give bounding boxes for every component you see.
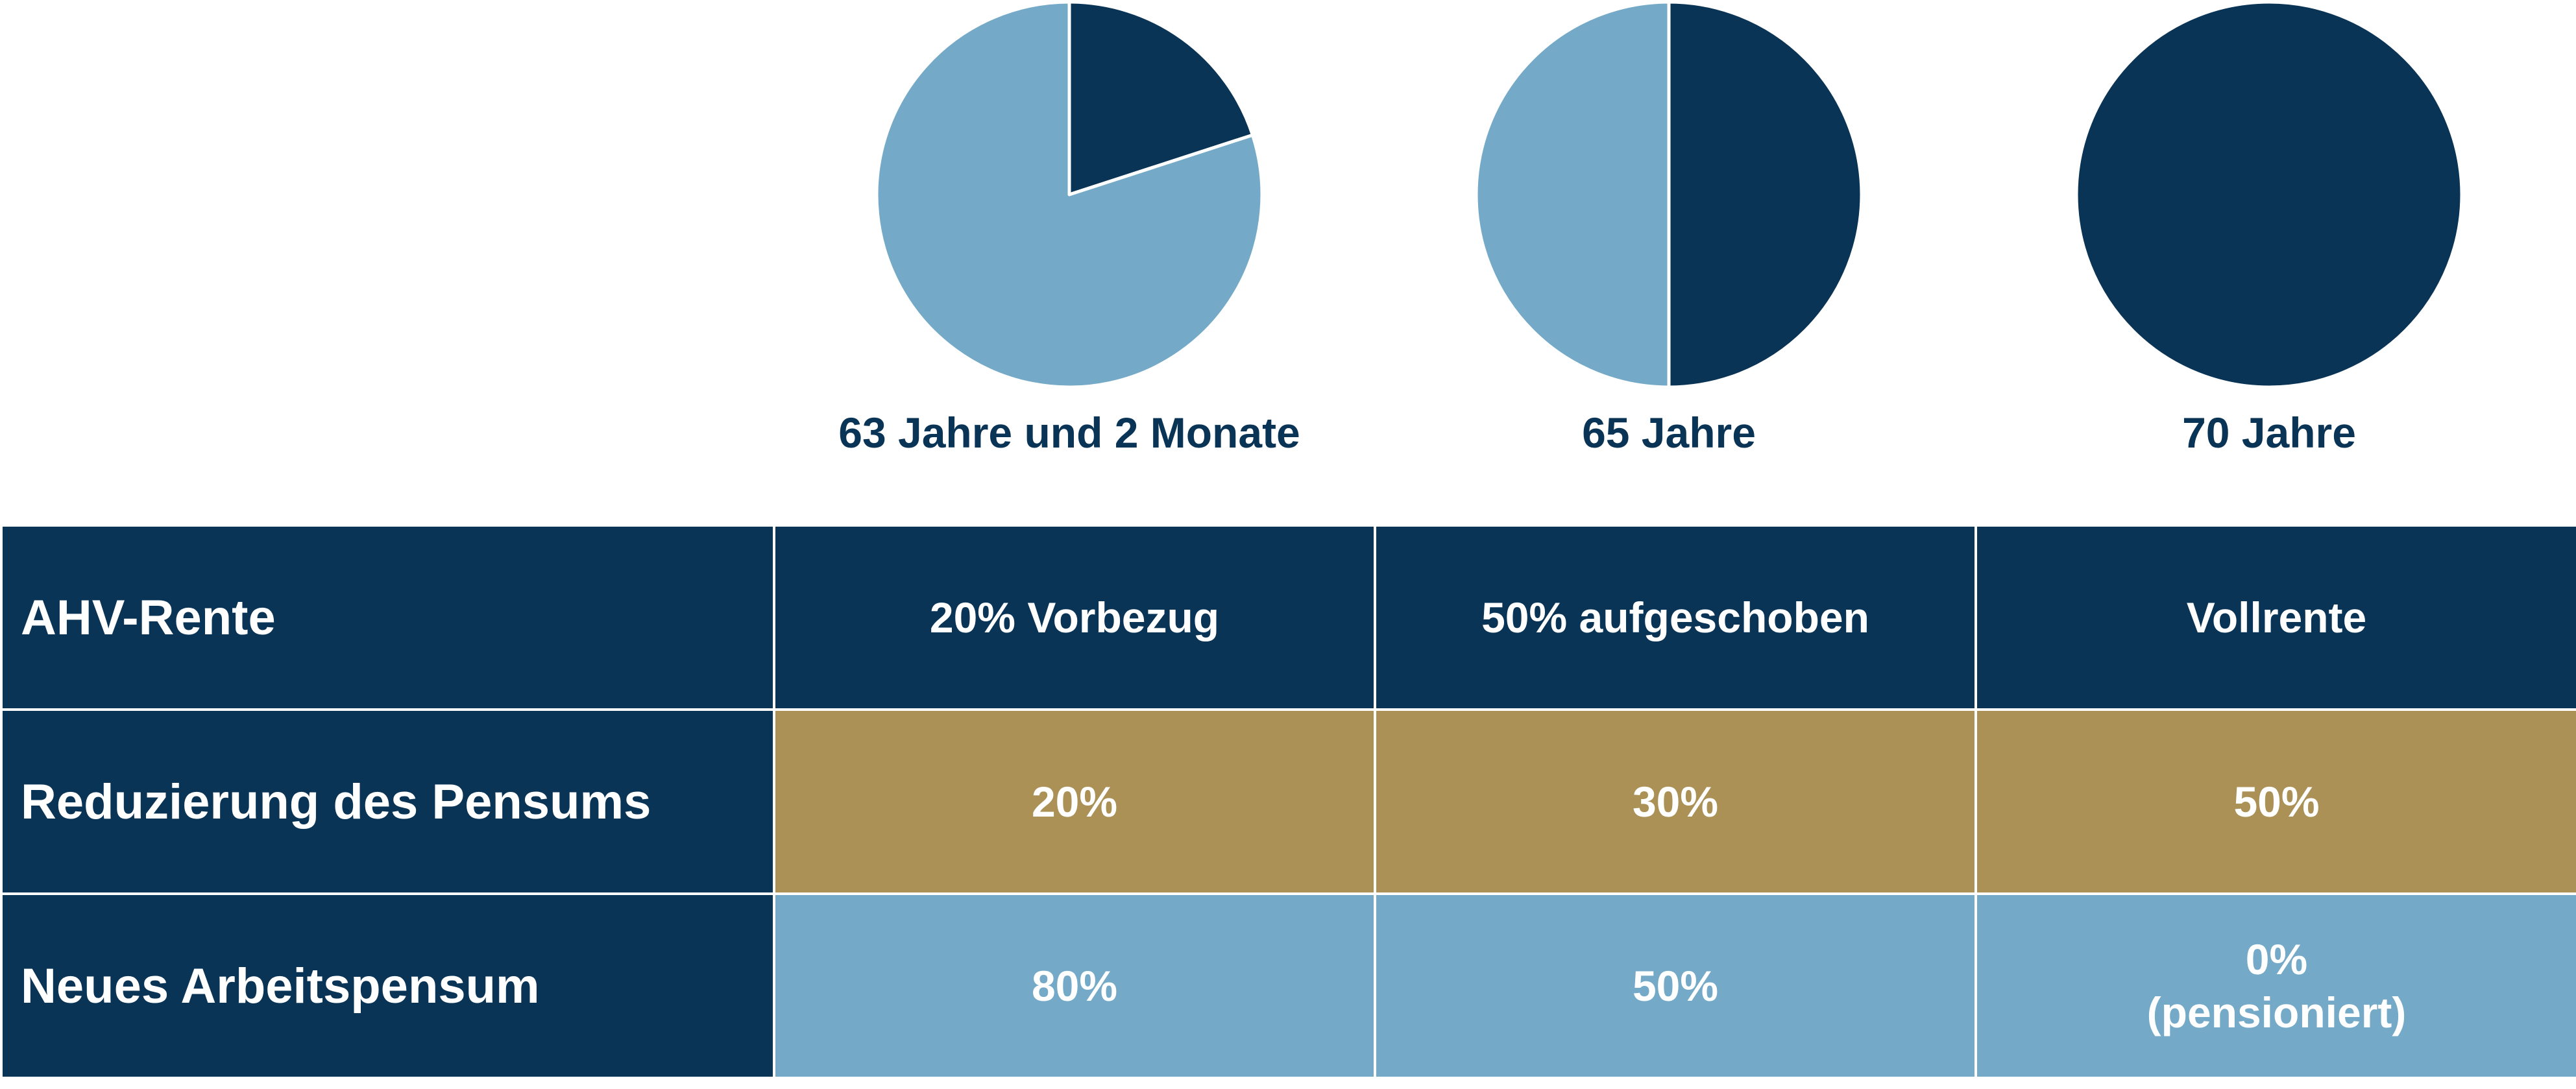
pie-2-slice-1: [1667, 0, 1864, 389]
pie-chart-2: 65 Jahre: [1474, 0, 1864, 457]
cell-text: 20% Vorbezug: [929, 593, 1220, 641]
pie-charts: 63 Jahre und 2 Monate 65 Jahre 70 Jahre: [838, 0, 2464, 457]
table-cell-reduzierung-2: 30%: [1374, 708, 1977, 895]
table-row-ahv-rente: AHV-Rente 20% Vorbezug 50% aufgeschoben Vol…: [0, 524, 2576, 711]
pension-table: AHV-Rente 20% Vorbezug 50% aufgeschoben Vol…: [0, 524, 2576, 1079]
pie-1-slice-1: [1067, 0, 1254, 197]
table-cell-reduzierung-3: 50%: [1975, 708, 2576, 895]
row-label: Reduzierung des Pensums: [0, 708, 775, 895]
cell-text: 20%: [1031, 777, 1118, 826]
pie-chart-1: 63 Jahre und 2 Monate: [838, 0, 1300, 457]
cell-text: 0%: [2245, 935, 2308, 983]
cell-text: 50%: [1632, 961, 1719, 1010]
pie-label-3: 70 Jahre: [2182, 409, 2356, 457]
table-row-arbeitspensum: Neues Arbeitspensum 80% 50% 0% (pensioniert): [0, 892, 2576, 1079]
table-cell-arbeitspensum-1: 80%: [773, 892, 1376, 1079]
pie-chart-3: 70 Jahre: [2074, 0, 2464, 457]
table-cell-ahv-rente-1: 20% Vorbezug: [773, 524, 1376, 711]
pie-label-1: 63 Jahre und 2 Monate: [838, 409, 1300, 457]
cell-text: 50%: [2233, 777, 2320, 826]
cell-text: 30%: [1632, 777, 1719, 826]
pie-2-slice-2: [1474, 0, 1671, 389]
cell-text: 50% aufgeschoben: [1481, 593, 1869, 641]
table-cell-arbeitspensum-3: 0% (pensioniert): [1975, 892, 2576, 1079]
table-cell-reduzierung-1: 20%: [773, 708, 1376, 895]
pie-label-2: 65 Jahre: [1582, 409, 1756, 457]
pie-1-slice-2: [875, 0, 1264, 389]
cell-text: (pensioniert): [2146, 988, 2407, 1036]
row-label: Neues Arbeitspensum: [0, 892, 775, 1079]
cell-text: 80%: [1031, 961, 1118, 1010]
pension-table-body: AHV-Rente 20% Vorbezug 50% aufgeschoben Vol…: [0, 524, 2576, 1079]
table-cell-ahv-rente-3: Vollrente: [1975, 524, 2576, 711]
pie-3-slice-1: [2074, 0, 2464, 389]
table-cell-arbeitspensum-2: 50%: [1374, 892, 1977, 1079]
table-row-reduzierung: Reduzierung des Pensums 20% 30% 50%: [0, 708, 2576, 895]
row-label: AHV-Rente: [0, 524, 775, 711]
cell-text: Vollrente: [2186, 593, 2367, 641]
table-cell-ahv-rente-2: 50% aufgeschoben: [1374, 524, 1977, 711]
